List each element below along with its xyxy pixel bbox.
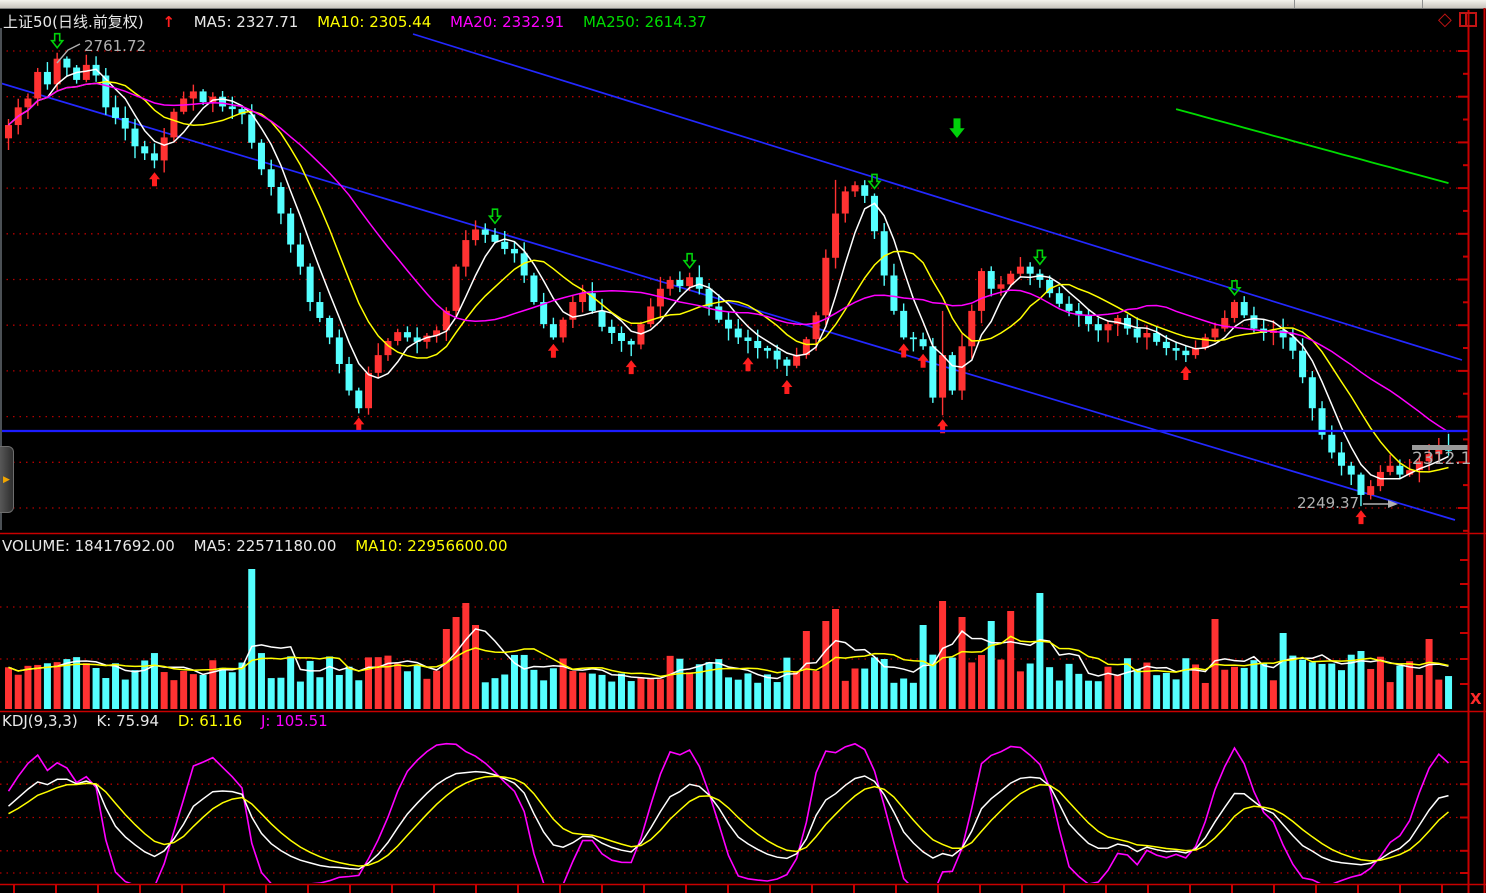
price-pane-header: 上证50(日线.前复权) ↑ MA5: 2327.71 MA10: 2305.4… <box>3 11 721 32</box>
kdj-indicator-label: KDJ(9,3,3) <box>2 712 78 730</box>
volume-pane-header: VOLUME: 18417692.00 MA5: 22571180.00 MA1… <box>2 537 522 555</box>
kdj-k-value: K: 75.94 <box>96 712 160 730</box>
expand-arrow-icon: ▶ <box>3 474 10 485</box>
high-price-label: 2761.72 <box>84 37 147 55</box>
top-scrollbar-strip[interactable] <box>0 0 1486 9</box>
kdj-d-value: D: 61.16 <box>177 712 243 730</box>
ma5-value: MA5: 2327.71 <box>193 13 299 31</box>
volume-value: VOLUME: 18417692.00 <box>2 537 175 555</box>
ma250-value: MA250: 2614.37 <box>582 13 707 31</box>
kdj-pane-header: KDJ(9,3,3) K: 75.94 D: 61.16 J: 105.51 <box>2 712 342 730</box>
split-window-icon[interactable] <box>1459 12 1478 28</box>
instrument-title: 上证50(日线.前复权) <box>3 13 144 31</box>
kdj-j-value: J: 105.51 <box>260 712 328 730</box>
x-marker-button[interactable]: X <box>1470 690 1482 708</box>
ma20-value: MA20: 2332.91 <box>450 13 565 31</box>
ma10-value: MA10: 2305.44 <box>317 13 432 31</box>
signal-up-arrow-icon: ↑ <box>162 13 175 31</box>
volume-ma5-value: MA5: 22571180.00 <box>193 537 337 555</box>
scrollbar-notch <box>1422 0 1423 8</box>
sidebar-expand-handle[interactable]: ▶ <box>0 446 14 513</box>
scrollbar-notch <box>1294 0 1295 8</box>
low-price-label: 2249.37 <box>1297 494 1360 512</box>
volume-ma10-value: MA10: 22956600.00 <box>355 537 508 555</box>
diamond-icon[interactable]: ◇ <box>1438 9 1452 30</box>
last-price-label: 2312.1 <box>1412 449 1472 469</box>
